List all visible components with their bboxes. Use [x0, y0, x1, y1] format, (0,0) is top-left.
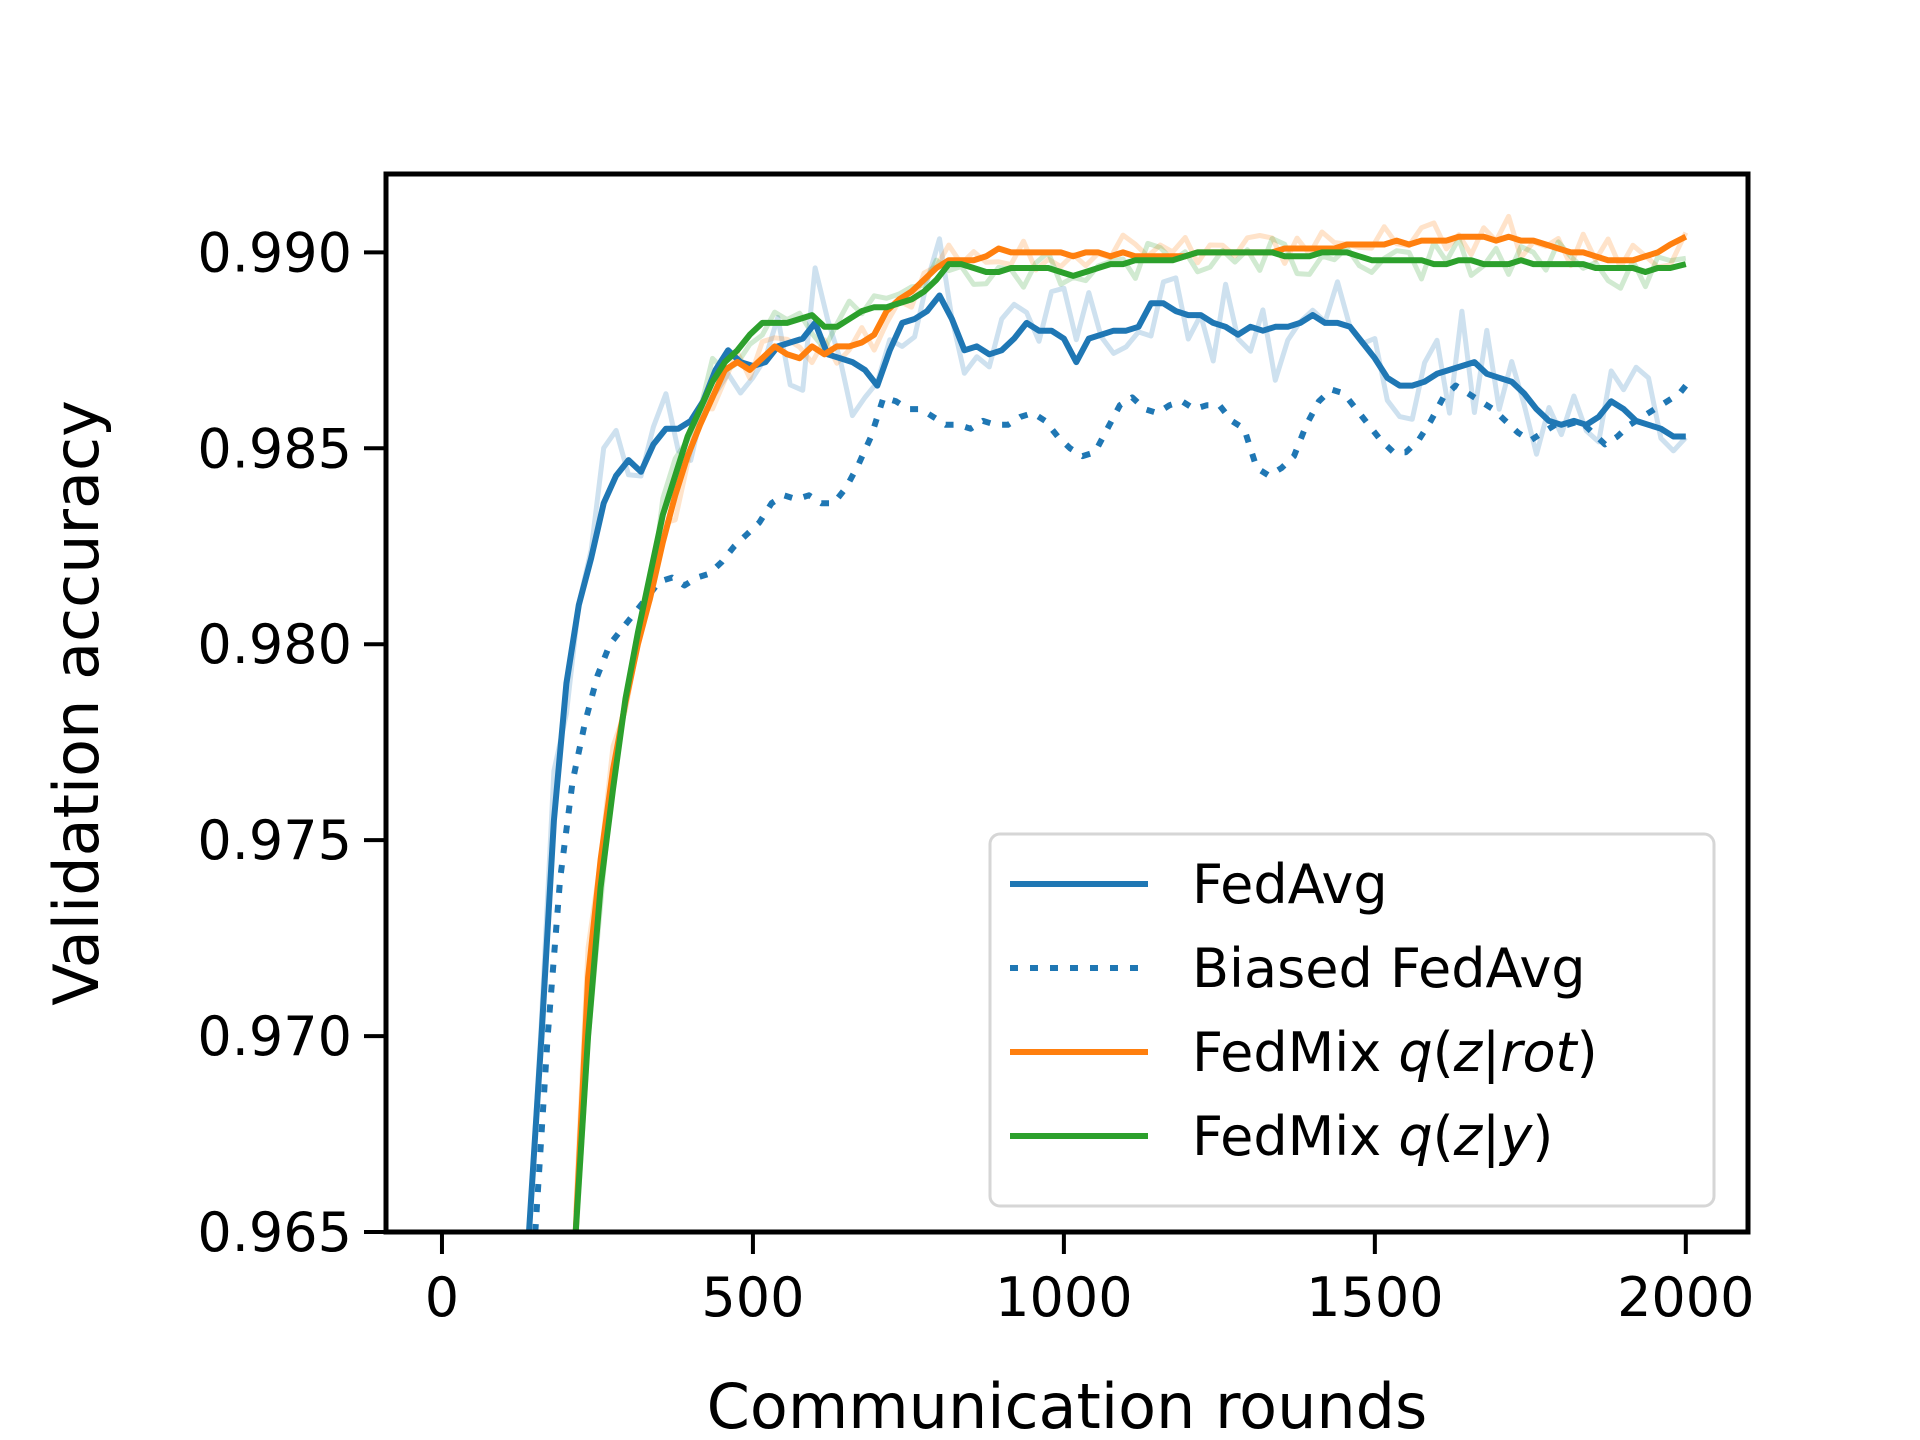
x-tick-label: 0	[425, 1266, 459, 1329]
y-tick-label: 0.965	[197, 1201, 352, 1264]
y-axis-label: Validation accuracy	[40, 400, 113, 1006]
legend: FedAvg Biased FedAvg FedMix q(z|rot) FedMix…	[988, 832, 1716, 1208]
series-line-2	[572, 233, 1688, 1232]
x-tick-label: 1000	[995, 1266, 1132, 1329]
x-tick-label: 500	[701, 1266, 804, 1329]
x-axis-ticks: 0 500 1000 1500 2000	[425, 1232, 1755, 1329]
y-axis-ticks: 0.965 0.970 0.975 0.980 0.985 0.990	[197, 221, 386, 1264]
legend-label: FedMix q(z|y)	[1192, 1105, 1553, 1168]
y-tick-label: 0.980	[197, 613, 352, 676]
raw-trace-3	[573, 236, 1687, 1232]
y-tick-label: 0.970	[197, 1005, 352, 1068]
legend-label: FedMix q(z|rot)	[1192, 1021, 1598, 1084]
legend-label: FedAvg	[1192, 853, 1388, 916]
legend-label: Biased FedAvg	[1192, 937, 1586, 1000]
y-tick-label: 0.975	[197, 809, 352, 872]
y-tick-label: 0.985	[197, 417, 352, 480]
x-axis-label: Communication rounds	[707, 1370, 1428, 1440]
y-tick-label: 0.990	[197, 221, 352, 284]
legend-box	[988, 832, 1716, 1208]
plot-frame	[383, 171, 1751, 1235]
series-line-3	[572, 249, 1687, 1232]
series-line-0	[526, 292, 1686, 1232]
smoothed-series-layer	[526, 233, 1689, 1232]
x-tick-label: 1500	[1306, 1266, 1443, 1329]
x-tick-label: 2000	[1617, 1266, 1754, 1329]
